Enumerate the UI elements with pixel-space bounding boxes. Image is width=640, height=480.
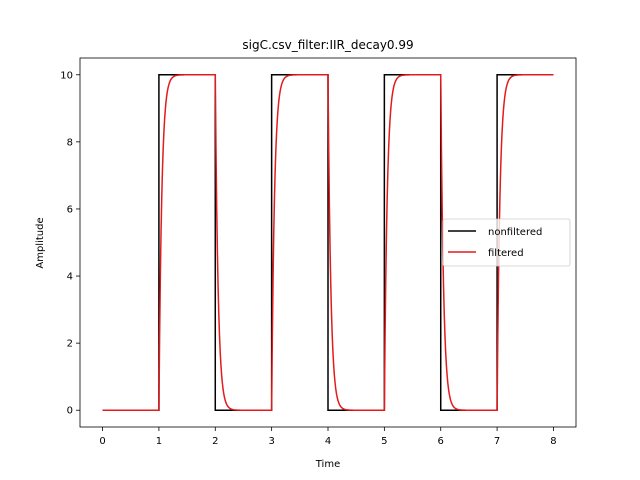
y-tick-label: 4 (67, 272, 73, 283)
x-tick-label: 0 (99, 436, 105, 447)
y-tick-label: 6 (67, 204, 73, 215)
x-axis-ticks: 0 1 2 3 4 5 6 7 8 (99, 427, 557, 447)
y-tick-label: 2 (67, 339, 73, 350)
plot-area (102, 74, 554, 411)
x-tick-label: 8 (550, 436, 556, 447)
x-axis-label: Time (315, 459, 340, 470)
x-tick-label: 7 (494, 436, 500, 447)
y-tick-label: 8 (67, 137, 73, 148)
x-tick-label: 3 (268, 436, 274, 447)
x-tick-label: 5 (381, 436, 387, 447)
x-tick-label: 4 (325, 436, 331, 447)
x-tick-label: 2 (212, 436, 218, 447)
axes-frame (79, 57, 577, 428)
legend: nonfiltered filtered (442, 218, 571, 267)
x-tick-label: 1 (156, 436, 162, 447)
y-axis-ticks: 0 2 4 6 8 10 (60, 70, 80, 417)
legend-label-filtered: filtered (488, 248, 524, 259)
legend-label-nonfiltered: nonfiltered (488, 227, 542, 238)
y-tick-label: 0 (67, 406, 73, 417)
series-line-filtered (102, 74, 554, 411)
y-tick-label: 10 (60, 70, 73, 81)
y-axis-label: Amplitude (35, 217, 46, 268)
x-tick-label: 6 (438, 436, 444, 447)
chart-title: sigC.csv_filter:IIR_decay0.99 (242, 38, 413, 52)
